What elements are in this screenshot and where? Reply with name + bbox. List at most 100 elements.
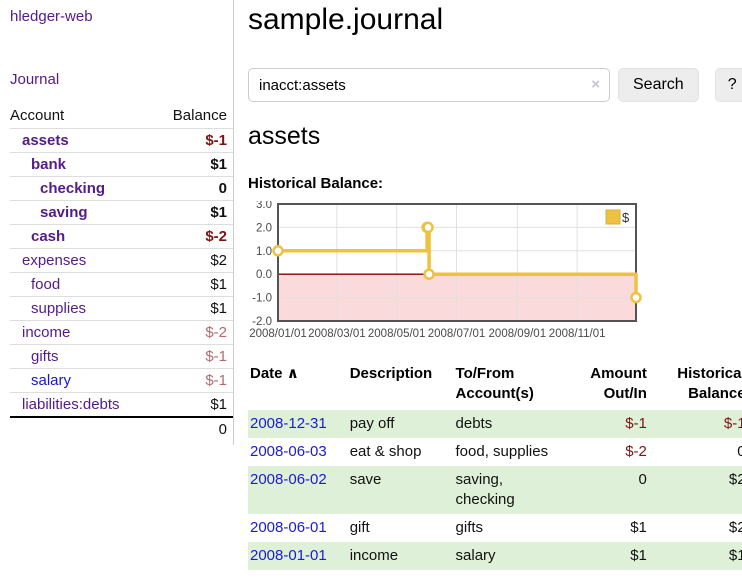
account-row: liabilities:debts $1 xyxy=(10,392,233,417)
account-link-checking[interactable]: checking xyxy=(40,180,106,197)
svg-text:2008/07/01: 2008/07/01 xyxy=(428,328,486,340)
transaction-accounts: saving, checking xyxy=(453,466,568,514)
account-link-cash[interactable]: cash xyxy=(31,228,66,245)
svg-text:1.0: 1.0 xyxy=(256,246,272,258)
help-button[interactable]: ? xyxy=(714,68,742,102)
transaction-description: gift xyxy=(349,519,370,536)
transaction-balance: $-1 xyxy=(650,410,742,438)
transaction-accounts: debts xyxy=(453,410,568,438)
account-balance: $1 xyxy=(153,392,233,417)
search-button[interactable]: Search xyxy=(618,68,699,102)
svg-text:2008/11/01: 2008/11/01 xyxy=(549,328,606,340)
transaction-date-link[interactable]: 2008-06-02 xyxy=(250,471,327,488)
register-row: 2008-06-03 eat & shop food, supplies $-2… xyxy=(248,438,742,466)
transaction-date-link[interactable]: 2008-01-01 xyxy=(250,547,327,564)
account-row: assets $-1 xyxy=(10,128,233,153)
account-row: bank $1 xyxy=(10,152,233,177)
balance-chart[interactable]: 3.0 2.0 1.0 0.0 -1.0 -2.0 2008/01/01 2008/03/01… xyxy=(248,201,742,346)
account-row: cash $-2 xyxy=(10,224,233,249)
account-row: supplies $1 xyxy=(10,296,233,321)
sidebar-item-journal[interactable]: Journal xyxy=(10,71,60,88)
svg-text:2.0: 2.0 xyxy=(256,222,272,234)
accounts-total-value: 0 xyxy=(153,416,233,441)
account-link-salary[interactable]: salary xyxy=(31,372,72,389)
svg-text:2008/03/01: 2008/03/01 xyxy=(308,328,366,340)
account-balance: $-2 xyxy=(153,320,233,345)
transaction-date-link[interactable]: 2008-12-31 xyxy=(250,415,327,432)
search-input[interactable] xyxy=(248,68,610,102)
account-link-assets[interactable]: assets xyxy=(22,132,69,149)
main-content: sample.journal × Search ? assets Histori… xyxy=(234,0,742,570)
accounts-total-row: 0 xyxy=(10,416,233,441)
account-balance: $1 xyxy=(153,152,233,177)
account-row: expenses $2 xyxy=(10,248,233,273)
account-balance: $1 xyxy=(153,272,233,297)
account-row: gifts $-1 xyxy=(10,344,233,369)
transaction-amount: $1 xyxy=(630,519,647,536)
svg-text:2008/05/01: 2008/05/01 xyxy=(368,328,426,340)
transaction-amount: 0 xyxy=(567,466,651,514)
register-header-row: Date ∧ Description To/From Account(s) Am… xyxy=(248,362,742,410)
account-link-bank[interactable]: bank xyxy=(31,156,67,173)
accounts-header-row: Account Balance xyxy=(10,104,233,129)
transaction-description: save xyxy=(347,466,454,514)
account-link-expenses[interactable]: expenses xyxy=(22,252,87,269)
transaction-accounts: gifts xyxy=(455,519,484,536)
transaction-description: income xyxy=(347,542,454,570)
account-balance: $1 xyxy=(153,200,233,225)
transaction-balance: $1 xyxy=(650,542,742,570)
svg-text:-2.0: -2.0 xyxy=(252,316,272,328)
register-row: 2008-06-01 gift gifts $1 $2 xyxy=(248,514,742,542)
column-header-amount: Amount Out/In xyxy=(590,365,647,402)
account-row: income $-2 xyxy=(10,320,233,345)
column-header-balance: Historical Balance xyxy=(677,365,742,402)
account-link-gifts[interactable]: gifts xyxy=(31,348,59,365)
register-table: Date ∧ Description To/From Account(s) Am… xyxy=(248,362,742,570)
column-header-date[interactable]: Date ∧ xyxy=(250,365,299,382)
register-row: 2008-01-01 income salary $1 $1 xyxy=(248,542,742,570)
account-balance: $-1 xyxy=(153,344,233,369)
app-layout: hledger-web Journal Account Balance asse… xyxy=(0,0,742,570)
account-link-liabilities-debts[interactable]: liabilities:debts xyxy=(22,396,120,413)
account-row: saving $1 xyxy=(10,200,233,225)
chart-title: Historical Balance: xyxy=(248,175,384,192)
search-bar: × Search ? xyxy=(248,68,742,102)
transaction-amount: $-2 xyxy=(625,443,647,460)
account-row: food $1 xyxy=(10,272,233,297)
transaction-description: eat & shop xyxy=(349,443,422,460)
clear-search-icon[interactable]: × xyxy=(591,76,600,93)
transaction-amount: $-1 xyxy=(567,410,651,438)
account-link-saving[interactable]: saving xyxy=(40,204,88,221)
svg-text:3.0: 3.0 xyxy=(256,201,272,211)
svg-text:$: $ xyxy=(622,210,630,225)
account-row: salary $-1 xyxy=(10,368,233,393)
transaction-accounts: food, supplies xyxy=(455,443,549,460)
sidebar: hledger-web Journal Account Balance asse… xyxy=(0,0,234,445)
search-field-wrap: × xyxy=(248,68,610,102)
sort-ascending-icon: ∧ xyxy=(286,365,299,382)
transaction-amount: $1 xyxy=(567,542,651,570)
svg-text:2008/09/01: 2008/09/01 xyxy=(489,328,547,340)
register-row: 2008-06-02 save saving, checking 0 $2 xyxy=(248,466,742,514)
transaction-accounts: salary xyxy=(453,542,568,570)
account-link-income[interactable]: income xyxy=(22,324,71,341)
transaction-date-link[interactable]: 2008-06-03 xyxy=(250,443,327,460)
svg-text:0.0: 0.0 xyxy=(256,269,272,281)
page-title: sample.journal xyxy=(248,3,444,36)
transaction-description: pay off xyxy=(347,410,454,438)
account-heading: assets xyxy=(248,122,321,150)
brand-link[interactable]: hledger-web xyxy=(10,8,93,25)
balance-column-header: Balance xyxy=(172,107,227,124)
accounts-table: Account Balance assets $-1 bank $1 check… xyxy=(10,104,233,441)
account-link-supplies[interactable]: supplies xyxy=(31,300,87,317)
transaction-balance: $2 xyxy=(650,466,742,514)
account-link-food[interactable]: food xyxy=(31,276,61,293)
account-balance: 0 xyxy=(153,176,233,201)
transaction-balance: 0 xyxy=(737,443,742,460)
account-balance: $1 xyxy=(153,296,233,321)
transaction-date-link[interactable]: 2008-06-01 xyxy=(250,519,327,536)
svg-text:-1.0: -1.0 xyxy=(252,293,272,305)
svg-text:2008/01/01: 2008/01/01 xyxy=(249,328,307,340)
column-header-tofrom: To/From Account(s) xyxy=(455,365,534,402)
